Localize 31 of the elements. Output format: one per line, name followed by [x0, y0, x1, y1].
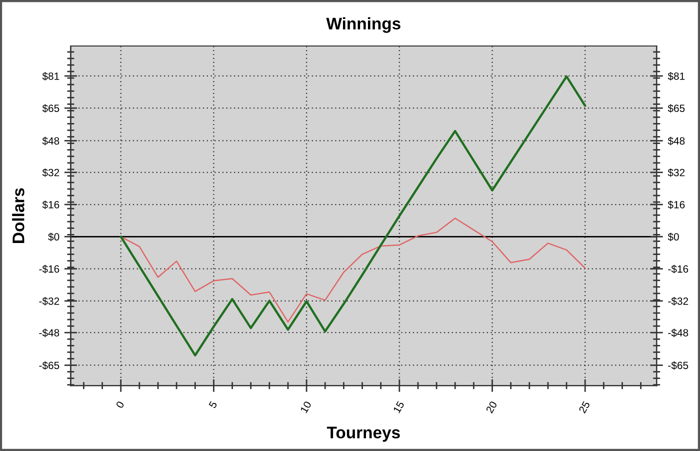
y2-tick-label: $0	[668, 232, 679, 242]
y-tick-label: $48	[42, 136, 60, 146]
y-tick-label: $32	[42, 168, 60, 177]
line-series	[120, 218, 586, 323]
y2-tick-label: $65	[668, 104, 685, 113]
y2-tick-label: -$65	[668, 361, 688, 370]
y2-tick-label: -$48	[668, 328, 688, 338]
y-tick-label: -$48	[39, 328, 60, 338]
x-tick-label: 15	[393, 400, 404, 414]
y2-tick-label: -$32	[668, 297, 688, 306]
x-tick-label: 10	[300, 400, 312, 414]
x-tick-label: 20	[486, 400, 498, 414]
y2-tick-label: $16	[668, 200, 685, 210]
x-tick-label: 0	[116, 400, 125, 409]
y-tick-label: -$65	[39, 361, 60, 370]
y-axis-title: Dollars	[12, 188, 24, 243]
y-tick-label: $81	[42, 72, 60, 80]
y-tick-label: -$16	[39, 264, 60, 274]
x-tick-label: 5	[208, 400, 218, 409]
y-tick-label: $16	[42, 200, 60, 210]
line-series	[120, 75, 586, 356]
x-axis-title: Tourneys	[326, 426, 400, 442]
y2-tick-label: $32	[668, 168, 685, 177]
y-tick-label: $65	[42, 104, 60, 113]
y2-tick-label: $48	[668, 136, 685, 146]
y2-tick-label: -$16	[668, 264, 688, 274]
x-tick-label: 25	[578, 400, 590, 414]
chart-title: Winnings	[326, 17, 400, 33]
y-tick-label: $0	[48, 232, 60, 242]
y2-tick-label: $81	[668, 72, 685, 80]
y-tick-label: -$32	[39, 297, 60, 306]
